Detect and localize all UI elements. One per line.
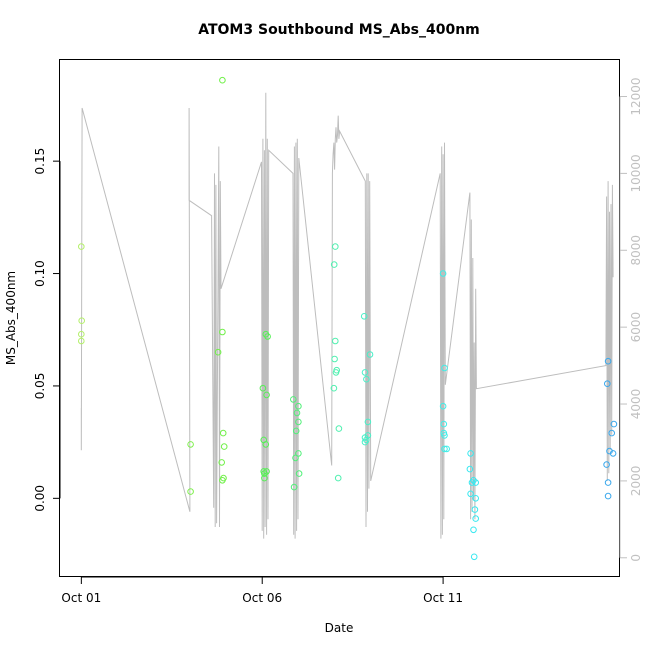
y2-tick-label: 6000 (629, 312, 643, 343)
data-point (439, 402, 447, 410)
data-point (604, 357, 612, 365)
data-point (290, 396, 297, 403)
y-axis: 0.00 0.05 0.10 0.15 (33, 148, 61, 512)
data-point (604, 479, 612, 486)
x-tick-label: Oct 11 (423, 591, 463, 605)
y2-tick-label: 12000 (629, 77, 643, 115)
data-point (332, 243, 339, 250)
data-point (332, 337, 339, 345)
data-point (261, 474, 268, 482)
data-point (219, 76, 226, 84)
x-axis: Oct 01 Oct 06 Oct 11 (61, 576, 463, 605)
data-point (361, 369, 369, 376)
data-point (78, 330, 85, 338)
y-tick-label: 0.00 (33, 485, 47, 512)
data-point (470, 553, 478, 561)
data-point (364, 418, 372, 426)
data-point (439, 270, 447, 277)
data-point (472, 479, 480, 486)
data-point (610, 420, 618, 428)
data-point (293, 409, 301, 417)
data-point (214, 348, 222, 356)
data-point (467, 450, 474, 457)
data-point (292, 454, 299, 462)
data-point (330, 384, 338, 392)
data-point (604, 380, 611, 388)
data-point (262, 441, 270, 448)
data-point (331, 355, 338, 363)
data-point (261, 470, 268, 477)
data-point (334, 474, 342, 482)
data-point (366, 351, 374, 358)
data-point (441, 445, 448, 453)
data-point (187, 441, 194, 448)
data-point (259, 384, 267, 392)
data-point (363, 375, 370, 383)
data-point (440, 420, 448, 428)
y2-tick-label: 0 (629, 554, 643, 562)
data-point (218, 459, 225, 466)
y2-tick-label: 2000 (629, 466, 643, 497)
data-point (264, 333, 271, 340)
data-point (472, 495, 480, 502)
y-tick-label: 0.15 (33, 148, 47, 175)
altitude-layer (80, 92, 614, 539)
data-point (219, 328, 226, 336)
data-point (335, 425, 343, 432)
data-point (295, 450, 302, 457)
data-point (603, 461, 610, 468)
data-point (187, 488, 194, 495)
data-point (295, 418, 302, 426)
data-point (467, 490, 474, 498)
data-point (361, 438, 369, 446)
points-layer (78, 76, 618, 561)
data-point (295, 470, 303, 477)
data-point (441, 364, 448, 372)
x-tick-label: Oct 06 (242, 591, 282, 605)
data-point (443, 445, 451, 453)
data-point (470, 526, 477, 534)
data-point (360, 313, 368, 320)
data-point (78, 243, 85, 250)
data-point (292, 427, 300, 435)
data-point (608, 429, 616, 437)
altitude-series-line (80, 92, 614, 539)
data-point (78, 337, 85, 345)
y2-axis: 0 2000 4000 6000 8000 10000 12000 (619, 77, 643, 562)
data-point (466, 465, 474, 473)
y2-tick-label: 10000 (629, 154, 643, 192)
data-point (472, 515, 480, 522)
y-tick-label: 0.10 (33, 260, 47, 287)
data-point (263, 391, 270, 399)
data-point (471, 506, 479, 513)
data-point (609, 450, 617, 457)
y-axis-label: MS_Abs_400nm (4, 271, 18, 365)
data-point (295, 402, 302, 410)
data-point (441, 432, 448, 439)
x-axis-label: Date (325, 621, 354, 635)
data-point (78, 317, 85, 325)
data-point (290, 483, 298, 491)
data-point (468, 479, 476, 486)
x-tick-label: Oct 01 (61, 591, 101, 605)
data-point (219, 429, 227, 437)
data-point (604, 492, 612, 500)
data-point (332, 369, 340, 376)
y2-tick-label: 4000 (629, 389, 643, 420)
y2-tick-label: 8000 (629, 235, 643, 266)
data-point (219, 477, 226, 484)
chart-title: ATOM3 Southbound MS_Abs_400nm (198, 22, 480, 38)
data-point (263, 468, 270, 475)
y-tick-label: 0.05 (33, 373, 47, 400)
data-point (330, 261, 338, 268)
data-point (220, 443, 228, 450)
